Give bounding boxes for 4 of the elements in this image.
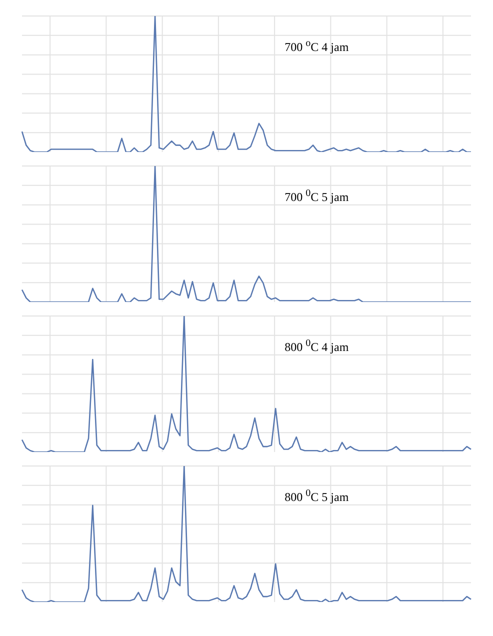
text: 700 $^{o}$C 4 jam xyxy=(284,38,349,55)
text: 800 $^{0}$C 4 jam xyxy=(284,338,349,355)
text: 700 $^{0}$C 5 jam xyxy=(284,188,349,205)
text: 800 $^{0}$C 5 jam xyxy=(284,488,349,505)
